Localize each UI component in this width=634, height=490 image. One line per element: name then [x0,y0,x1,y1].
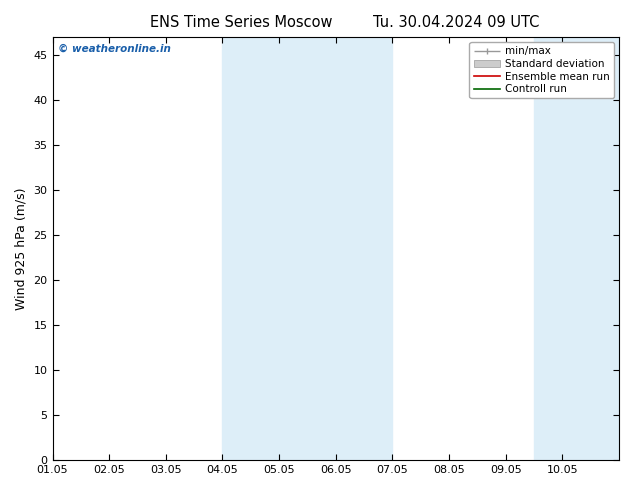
Bar [534,37,634,460]
Y-axis label: Wind 925 hPa (m/s): Wind 925 hPa (m/s) [15,187,28,310]
Text: © weatheronline.in: © weatheronline.in [58,44,171,53]
Legend: min/max, Standard deviation, Ensemble mean run, Controll run: min/max, Standard deviation, Ensemble me… [469,42,614,98]
Text: ENS Time Series Moscow: ENS Time Series Moscow [150,15,332,30]
Bar [223,37,392,460]
Text: Tu. 30.04.2024 09 UTC: Tu. 30.04.2024 09 UTC [373,15,540,30]
